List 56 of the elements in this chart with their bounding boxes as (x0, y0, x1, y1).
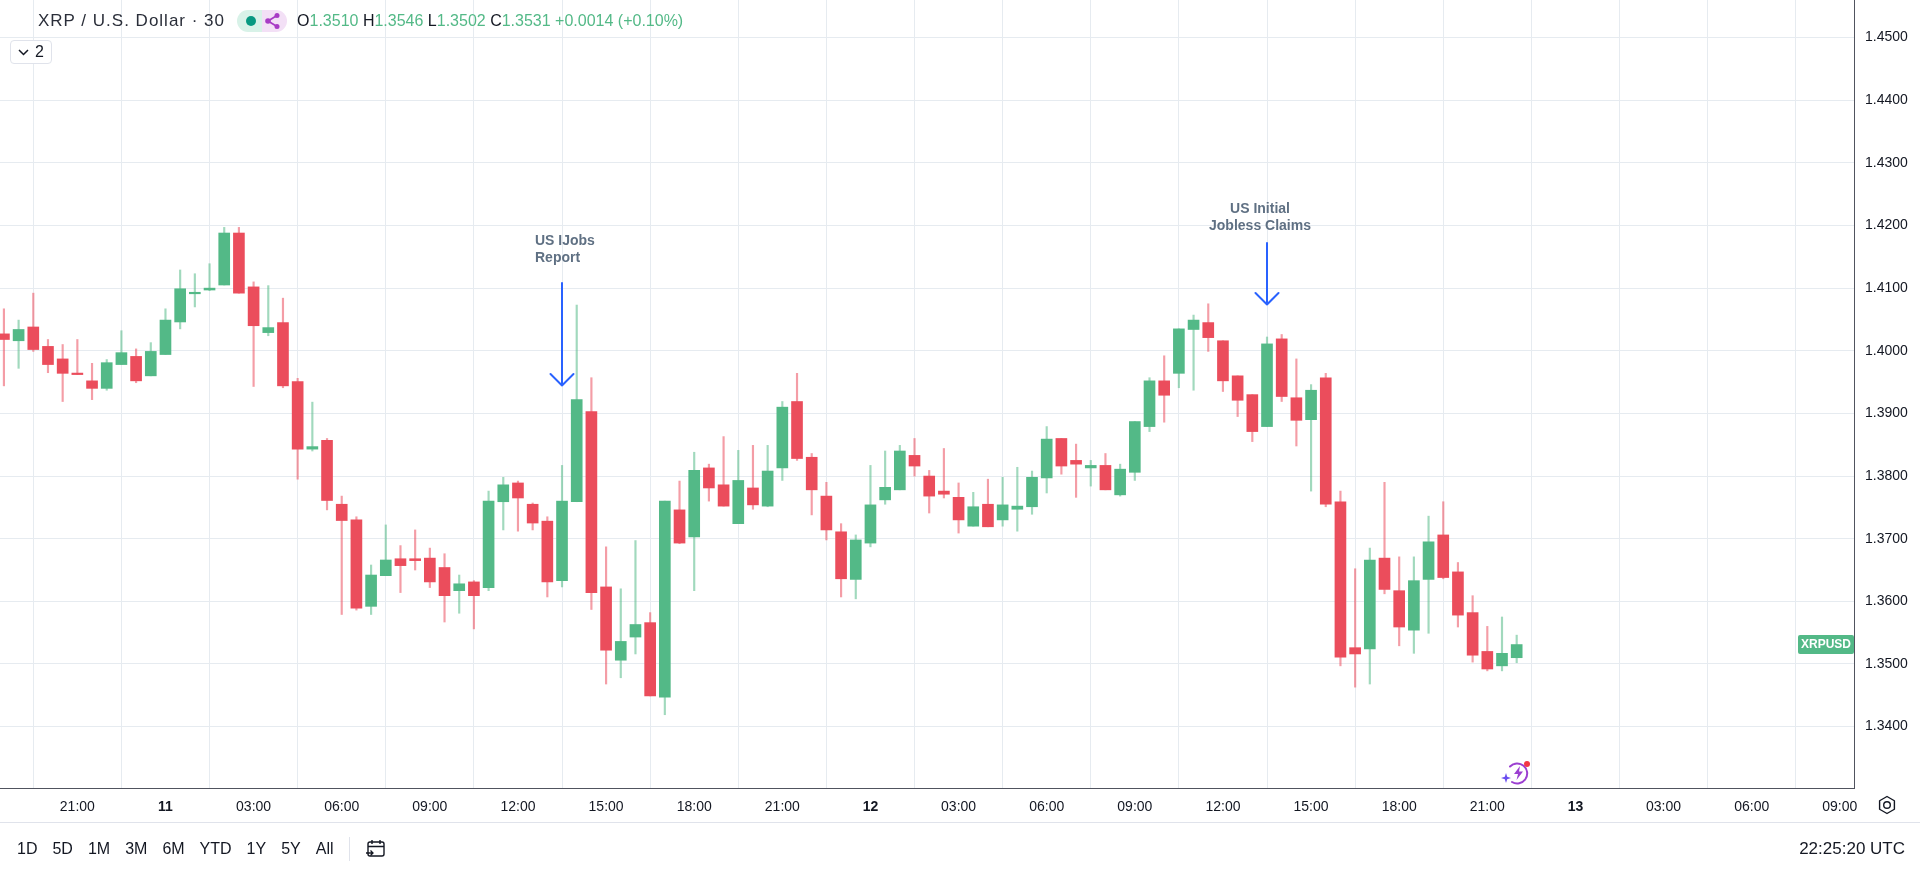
x-tick-label: 11 (158, 798, 174, 815)
x-tick-label: 15:00 (588, 798, 624, 815)
dropdown-button: 2 (10, 40, 52, 64)
x-tick-label: 06:00 (1734, 798, 1770, 815)
text: 22:25:20 UTC (1799, 837, 1905, 860)
x-tick-label: 12 (862, 798, 879, 815)
x-tick-label: 06:00 (1029, 798, 1065, 815)
y-tick-label: 1.4100 (1865, 279, 1909, 295)
y-tick-label: 1.4500 (1865, 28, 1909, 45)
x-tick-label: 09:00 (412, 798, 448, 815)
candlestick (1378, 481, 1391, 595)
text: 1Y (246, 839, 267, 858)
text: 5Y (281, 839, 301, 858)
x-tick-label: 09:00 (1117, 798, 1153, 815)
x-tick-label: 18:00 (1381, 798, 1417, 815)
x-tick-label: 12:00 (1205, 798, 1241, 815)
text: 1M (87, 839, 111, 858)
candlestick (908, 438, 921, 477)
y-tick-label: 1.3600 (1865, 592, 1909, 609)
x-tick-label: 21:00 (764, 798, 801, 815)
y-tick-label: 1.3500 (1865, 654, 1909, 671)
text: 6M (162, 839, 185, 858)
y-tick-label: 1.4000 (1865, 341, 1909, 358)
text: XRP / U.S. Dollar · 30 (38, 11, 226, 31)
x-tick-label: 03:00 (1646, 798, 1682, 815)
y-tick-label: 1.3700 (1865, 529, 1909, 546)
x-tick-label: 13 (1567, 798, 1584, 815)
y-tick-label: 1.4200 (1865, 216, 1909, 233)
y-tick-label: 1.3900 (1865, 404, 1909, 421)
annotation: US IJobs Report (535, 232, 595, 266)
y-tick-label: 1.4400 (1865, 91, 1909, 108)
y-tick-label: 1.3400 (1865, 717, 1909, 734)
text: 5D (52, 839, 73, 858)
x-tick-label: 03:00 (236, 798, 272, 815)
text: All (315, 839, 334, 858)
y-tick-label: 1.3800 (1865, 466, 1909, 483)
annotation: 2 (35, 43, 44, 61)
text: O1.3510 H1.3546 L1.3502 C1.3531 +0.0014 (+0.10%) (297, 12, 684, 29)
candlestick (394, 545, 407, 593)
candlestick (629, 540, 642, 655)
x-tick-label: 18:00 (676, 798, 712, 815)
annotation: US Initial Jobless Claims (1209, 200, 1311, 234)
x-tick-label: 21:00 (59, 798, 96, 815)
candlestick (1422, 515, 1435, 634)
x-tick-label: 06:00 (324, 798, 360, 815)
text: YTD (199, 839, 232, 858)
x-tick-label: 03:00 (941, 798, 977, 815)
annotation: XRPUSD (1800, 637, 1852, 652)
x-tick-label: 09:00 (1822, 798, 1858, 815)
candlestick (1187, 314, 1200, 391)
text: 3M (125, 839, 148, 858)
y-tick-label: 1.4300 (1865, 153, 1909, 170)
x-tick-label: 21:00 (1469, 798, 1506, 815)
x-tick-label: 15:00 (1293, 798, 1329, 815)
x-tick-label: 12:00 (500, 798, 536, 815)
text: 1D (17, 839, 38, 858)
